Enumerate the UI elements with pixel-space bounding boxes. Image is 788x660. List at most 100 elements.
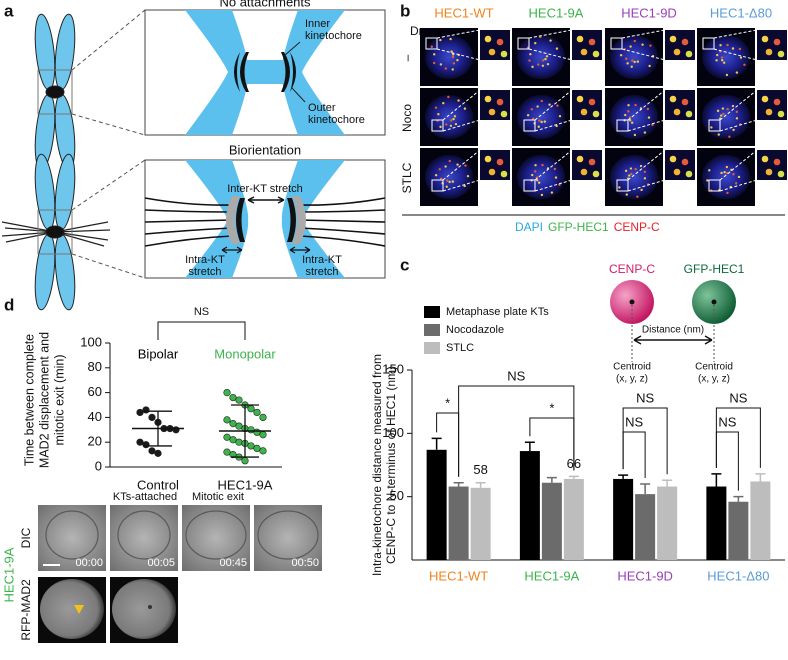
legend-label: STLC	[446, 342, 474, 354]
kinetochore-dot	[445, 123, 448, 126]
label: Intra-KT	[302, 254, 342, 266]
kinetochore-dot	[739, 56, 743, 59]
inset-dot	[576, 155, 584, 163]
kinetochore-dot	[726, 107, 729, 111]
zoom-line	[534, 89, 573, 132]
data-point	[148, 413, 156, 422]
y-axis-label: Intra-kinetochore distance measured from	[370, 354, 384, 576]
inset-dot	[761, 35, 769, 43]
data-point	[148, 447, 156, 455]
y-tick-label: 80	[88, 359, 102, 374]
kinetochore-dot	[451, 55, 455, 59]
kinetochore-dot	[555, 47, 559, 50]
kinetochore-dot	[725, 171, 729, 175]
timestamp: 00:05	[147, 557, 175, 569]
kinetochore-dot	[720, 114, 723, 117]
significance-label: NS	[636, 390, 654, 405]
data-point	[259, 413, 267, 422]
y-axis-label: CENP-C to N-terminus of HEC1 (nm)	[384, 366, 398, 564]
kinetochore-dot	[450, 50, 453, 53]
label: Intra-KT	[185, 254, 225, 266]
kinetochore-dot	[540, 120, 543, 124]
count-label: 66	[567, 456, 581, 471]
kinetochore-dot	[722, 112, 725, 116]
inset-dot	[500, 170, 508, 178]
panel-b: b Drugs: HEC1-WTHEC1-9AHEC1-9DHEC1-Δ80–N…	[400, 1, 787, 234]
legend-swatch	[424, 324, 440, 336]
bar	[657, 486, 678, 560]
zoom-line	[71, 159, 146, 279]
kinetochore-dot	[530, 108, 534, 111]
label: stretch	[188, 266, 221, 278]
kinetochore-dot	[723, 170, 726, 174]
kinetochore-dot	[628, 119, 632, 122]
timestamp: 00:50	[291, 557, 319, 569]
cell-image	[517, 35, 565, 79]
x-tick-label: Control	[137, 477, 179, 492]
kinetochore-dot	[629, 167, 633, 170]
kinetochore-dot	[531, 117, 535, 120]
data-point	[136, 438, 144, 446]
kinetochore-dot	[432, 61, 436, 65]
kinetochore-dot	[555, 124, 558, 128]
inset-dot	[773, 158, 781, 166]
inset-dot	[592, 110, 600, 118]
data-point	[247, 442, 255, 450]
dic-image	[182, 505, 250, 571]
column-header: HEC1-WT	[434, 5, 493, 20]
arrow	[221, 246, 311, 254]
kinetochore-dot	[548, 103, 551, 106]
kinetochore-dot	[725, 165, 729, 169]
kinetochore-dot	[726, 191, 729, 195]
zoom-box	[517, 37, 530, 50]
inset-dot	[773, 98, 781, 106]
kinetochore-dot	[715, 59, 718, 62]
kinetochore-dot	[453, 115, 457, 118]
kinetochore-dot	[529, 52, 532, 56]
x-tick-label: HEC1-9D	[617, 568, 673, 583]
y-tick-label: 100	[382, 425, 404, 440]
label: Centroid	[613, 362, 651, 373]
error-bar	[568, 475, 579, 479]
panel-c: c CENP-C GFP-HEC1 Distance (nm) Centroid…	[370, 255, 785, 583]
rfp-cell	[112, 579, 176, 639]
dic-image	[110, 505, 178, 571]
x-tick-label: HEC1-9A	[524, 568, 579, 583]
y-tick-label: 40	[88, 409, 102, 424]
kinetochore-dot	[434, 106, 438, 109]
kinetochore-dot	[651, 123, 654, 126]
kinetochore-dot	[624, 57, 628, 60]
zoom-box	[431, 179, 444, 192]
inset-dot	[673, 108, 681, 116]
inset-box	[144, 159, 386, 279]
kinetochore-dot	[647, 116, 651, 119]
legend-swatch	[424, 306, 440, 318]
y-axis-label: MAD2 displacement and	[37, 332, 51, 468]
data-point	[229, 451, 237, 459]
panel-d: d 0 20 40 60 80 100 Time between complete MAD2 …	[1, 295, 322, 643]
kinetochore-dot	[466, 174, 470, 178]
significance-bracket	[715, 431, 739, 491]
kinetochore-dot	[636, 60, 640, 63]
significance-label: NS	[729, 390, 747, 405]
kinetochore-dot	[554, 176, 558, 179]
data-point	[154, 449, 162, 457]
y-tick-label: 150	[382, 361, 404, 376]
error-bar	[755, 473, 766, 482]
kinetochore-dot	[463, 107, 467, 110]
kinetochore-dot	[452, 117, 455, 121]
kinetochore-dot	[537, 181, 541, 184]
zoom-line	[719, 89, 758, 132]
chromosome	[34, 13, 76, 171]
data-point	[247, 426, 255, 434]
kinetochore-dot	[535, 176, 539, 179]
data-point	[172, 426, 180, 434]
kinetochore-dot	[629, 45, 632, 48]
label: Inner	[305, 18, 330, 30]
inset-dot	[765, 168, 773, 176]
zoom-box	[425, 37, 438, 50]
kinetochore-dot	[631, 59, 634, 62]
kinetochore-dot	[649, 44, 652, 47]
legend-label: Nocodazole	[446, 324, 504, 336]
kinetochore-dot	[720, 59, 724, 62]
